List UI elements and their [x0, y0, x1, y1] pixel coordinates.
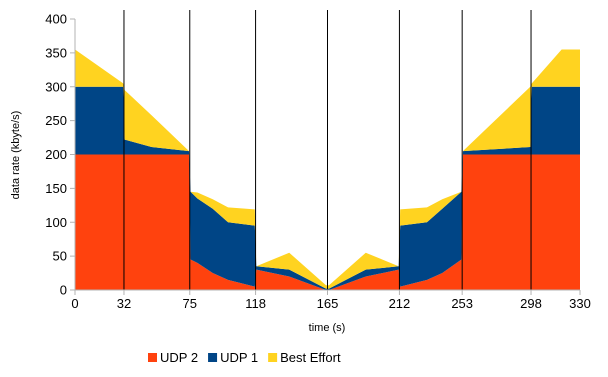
x-axis-title: time (s) [309, 322, 346, 334]
x-tick-label: 165 [317, 296, 339, 311]
axes [70, 18, 581, 295]
x-tick-label: 330 [569, 296, 591, 311]
legend-swatch [268, 353, 278, 362]
y-tick-label: 300 [45, 79, 67, 94]
series-area-udp-2 [75, 154, 580, 290]
y-tick-label: 400 [45, 12, 67, 27]
legend-label: UDP 2 [160, 350, 198, 365]
y-tick-labels: 0 50 100 150 200 250 300 350 400 [45, 12, 67, 298]
series-area-udp-1 [75, 86, 580, 290]
y-tick-label: 0 [60, 283, 67, 298]
y-tick-label: 250 [45, 113, 67, 128]
legend-label: UDP 1 [220, 350, 258, 365]
y-axis-title: data rate (kbyte/s) [10, 111, 22, 200]
y-tick-label: 50 [53, 249, 67, 264]
y-tick-label: 100 [45, 215, 67, 230]
x-tick-label: 0 [71, 296, 78, 311]
legend-swatch [208, 353, 218, 362]
legend-label: Best Effort [280, 350, 341, 365]
x-tick-label: 32 [117, 296, 131, 311]
x-tick-label: 75 [183, 296, 197, 311]
legend: UDP 2 UDP 1 Best Effort [148, 350, 341, 365]
y-tick-label: 200 [45, 147, 67, 162]
x-tick-labels: 0 32 75 118 165 212 253 298 330 [71, 296, 590, 311]
x-tick-label: 118 [245, 296, 266, 311]
legend-swatch [148, 353, 157, 362]
x-tick-label: 298 [520, 296, 542, 311]
phase-divider-lines [123, 10, 532, 290]
x-tick-label: 212 [389, 296, 411, 311]
y-tick-label: 150 [45, 181, 67, 196]
y-tick-label: 350 [45, 45, 67, 60]
x-tick-label: 253 [451, 296, 473, 311]
series-areas [75, 49, 580, 290]
